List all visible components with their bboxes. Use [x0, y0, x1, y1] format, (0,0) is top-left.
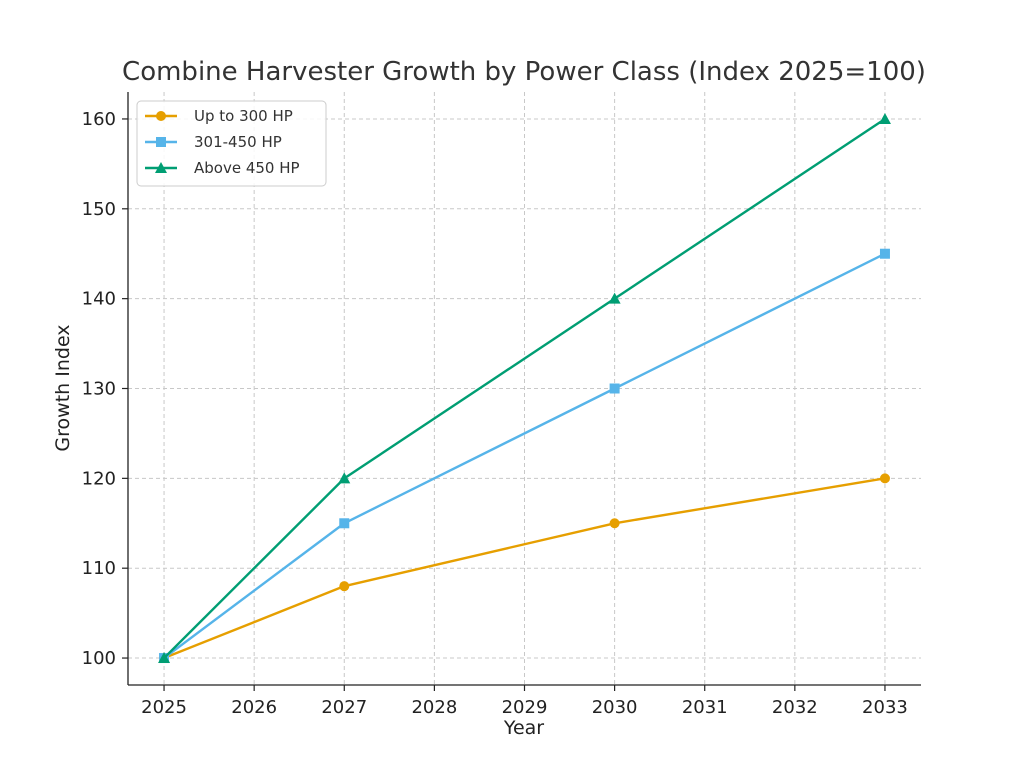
legend-marker [155, 162, 167, 173]
x-tick-label: 2030 [592, 697, 638, 718]
y-tick-label: 110 [82, 558, 116, 579]
legend-items: Up to 300 HP 301-450 HP Above 450 HP [145, 107, 300, 177]
series-line [162, 252, 887, 660]
data-point [338, 472, 351, 484]
y-tick-label: 130 [82, 379, 116, 400]
x-tick-label: 2029 [502, 697, 548, 718]
legend-label: Above 450 HP [194, 159, 300, 177]
grid [128, 92, 921, 685]
y-tick-label: 160 [82, 109, 116, 130]
series-1 [159, 473, 890, 664]
y-tick-label: 150 [82, 199, 116, 220]
series-line [162, 477, 887, 660]
data-point [879, 248, 890, 259]
data-point [339, 518, 350, 529]
legend-label: 301-450 HP [194, 133, 282, 151]
y-tick-label: 100 [82, 648, 116, 669]
legend-item: Above 450 HP [145, 159, 300, 177]
x-tick-label: 2028 [411, 697, 457, 718]
data-point [158, 652, 171, 664]
x-axis-label: Year [503, 717, 544, 739]
x-tick-label: 2032 [772, 697, 818, 718]
data-point [879, 473, 890, 484]
y-tick-label: 140 [82, 289, 116, 310]
data-point [339, 581, 350, 592]
series [158, 112, 891, 664]
y-axis-label: Growth Index [52, 324, 74, 451]
y-tick-label: 120 [82, 468, 116, 489]
legend-item: 301-450 HP [145, 133, 282, 151]
legend-marker [156, 137, 166, 147]
chart-title: Combine Harvester Growth by Power Class … [122, 57, 926, 87]
x-tick-label: 2033 [862, 697, 908, 718]
data-point [609, 383, 620, 394]
legend: Up to 300 HP 301-450 HP Above 450 HP [136, 100, 327, 187]
x-tick-label: 2027 [321, 697, 367, 718]
series-line [162, 117, 887, 660]
legend-item: Up to 300 HP [145, 107, 293, 125]
x-tick-label: 2026 [231, 697, 277, 718]
legend-box [136, 100, 327, 187]
legend-marker [156, 111, 166, 121]
ticks: 2025 2026 2027 2028 2029 2030 2031 2032 2033 100 1… [82, 109, 908, 718]
series-3 [158, 112, 891, 664]
x-tick-label: 2025 [141, 697, 187, 718]
legend-label: Up to 300 HP [194, 107, 293, 125]
data-point [609, 518, 620, 529]
x-tick-label: 2031 [682, 697, 728, 718]
data-point [878, 112, 891, 124]
data-point [608, 292, 621, 304]
